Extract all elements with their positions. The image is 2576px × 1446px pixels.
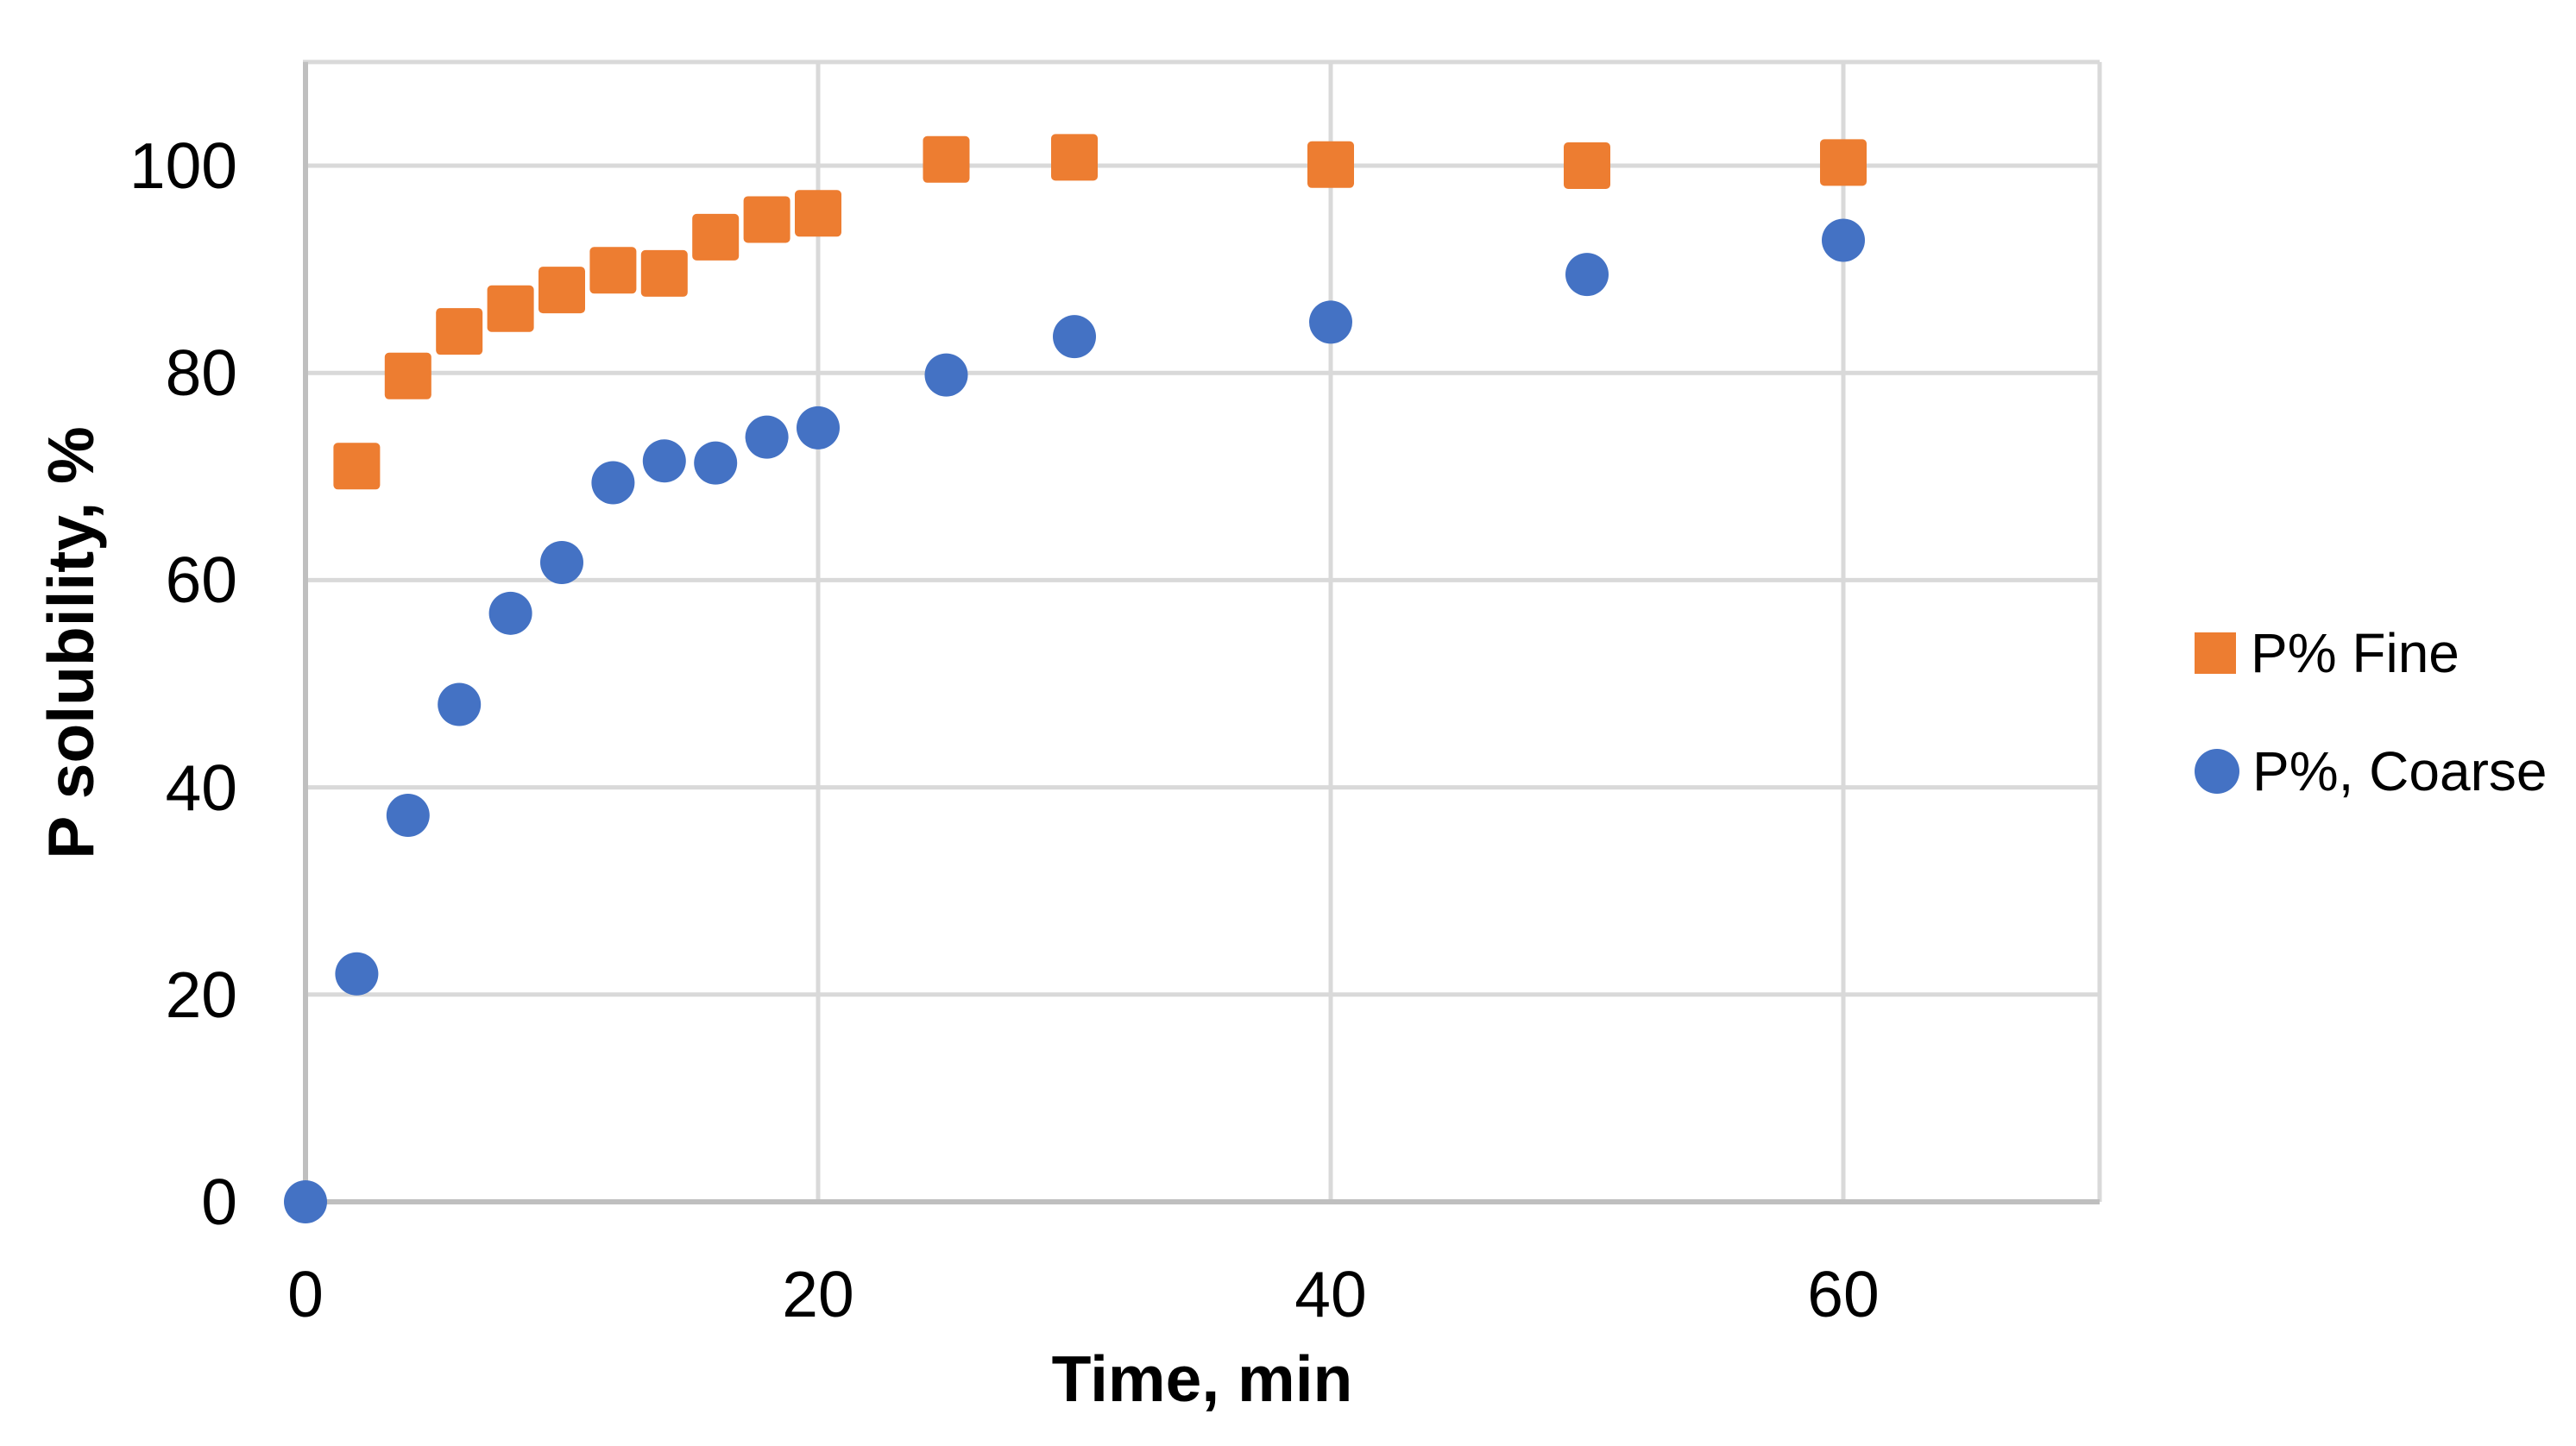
data-point-fine: [923, 135, 970, 183]
data-point-coarse: [1309, 300, 1352, 344]
data-point-coarse: [335, 952, 379, 996]
x-tick-label: 0: [287, 1258, 324, 1330]
data-point-coarse: [284, 1180, 327, 1223]
data-point-fine: [589, 247, 637, 294]
data-point-fine: [743, 196, 790, 243]
data-point-coarse: [438, 682, 482, 726]
data-point-coarse: [540, 540, 583, 584]
y-tick-label: 80: [165, 336, 237, 410]
data-point-coarse: [642, 439, 686, 483]
data-point-coarse: [924, 353, 968, 397]
y-tick-label: 0: [201, 1166, 237, 1238]
data-point-fine: [1564, 142, 1610, 189]
y-tick-label: 40: [165, 751, 237, 824]
data-point-coarse: [488, 591, 532, 635]
x-tick-label: 60: [1807, 1258, 1880, 1330]
data-point-coarse: [797, 406, 840, 450]
data-point-coarse: [386, 794, 430, 838]
data-point-fine: [539, 267, 585, 314]
data-point-fine: [1820, 139, 1867, 186]
y-axis-title: P solubility, %: [35, 426, 107, 859]
data-point-fine: [795, 190, 841, 237]
y-tick-label: 20: [165, 958, 237, 1031]
data-point-coarse: [591, 461, 635, 505]
x-tick-label: 40: [1294, 1258, 1367, 1330]
data-point-fine: [1307, 141, 1354, 188]
legend-label-fine: P% Fine: [2251, 622, 2459, 684]
legend-square-marker-icon: [2195, 632, 2236, 674]
data-point-fine: [487, 285, 534, 332]
x-axis-title: Time, min: [1051, 1342, 1353, 1415]
data-point-fine: [692, 213, 740, 261]
data-point-fine: [384, 352, 431, 399]
data-point-coarse: [745, 415, 789, 459]
x-tick-label: 20: [782, 1258, 854, 1330]
legend-label-coarse: P%, Coarse: [2252, 740, 2548, 802]
data-point-fine: [333, 443, 381, 490]
data-point-fine: [1051, 134, 1098, 181]
legend-circle-marker-icon: [2195, 749, 2239, 794]
data-point-fine: [436, 308, 483, 355]
data-point-coarse: [1565, 253, 1609, 297]
y-tick-label: 100: [129, 129, 237, 202]
y-tick-label: 60: [165, 544, 237, 617]
data-point-coarse: [1053, 315, 1096, 359]
data-point-coarse: [1822, 218, 1865, 262]
data-point-coarse: [694, 441, 738, 485]
legend-item-fine: P% Fine: [2195, 623, 2547, 683]
legend-item-coarse: P%, Coarse: [2195, 741, 2547, 802]
data-point-fine: [640, 249, 688, 297]
legend: P% Fine P%, Coarse: [2195, 623, 2547, 859]
